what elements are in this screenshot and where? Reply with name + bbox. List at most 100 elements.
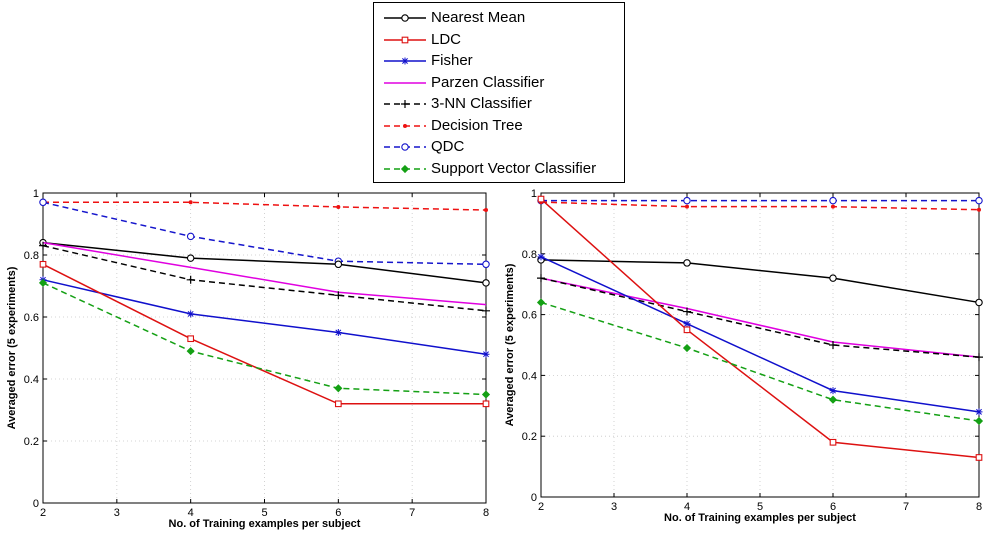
legend-marker-fisher xyxy=(401,57,409,65)
data-point-ldc xyxy=(683,326,691,334)
data-point-dtree xyxy=(336,204,341,209)
legend-swatch-fisher xyxy=(384,57,426,65)
ytick-label-right: 0 xyxy=(531,492,537,504)
data-point-dtree xyxy=(977,207,981,212)
data-point-nn3 xyxy=(334,291,343,300)
data-point-nn3 xyxy=(975,353,983,362)
data-point-dtree xyxy=(831,204,835,209)
series-svc-right xyxy=(536,298,984,426)
legend-marker-nn3 xyxy=(401,100,409,108)
legend-swatch-nearest_mean xyxy=(384,14,426,22)
legend-marker-qdc xyxy=(401,143,409,151)
data-point-nearest_mean xyxy=(186,254,195,262)
legend-marker-ldc xyxy=(401,36,409,43)
xtick-label-left: 4 xyxy=(188,507,194,519)
legend-swatch-qdc xyxy=(384,143,426,151)
data-point-fisher xyxy=(975,408,983,416)
series-line-svc xyxy=(540,301,980,422)
chart-right: 2 3 4 5 6 7 8 0 0.2 0.4 0.6 0.8 1 No. of Training exa… xyxy=(504,188,984,524)
series-qdc-right xyxy=(537,196,983,205)
ytick-label-left: 0.6 xyxy=(24,312,39,324)
series-line-nearest_mean xyxy=(540,259,980,304)
legend-label-fisher: Fisher xyxy=(431,52,473,69)
xtick-label-left: 5 xyxy=(261,507,267,519)
legend-label-dtree: Decision Tree xyxy=(431,116,523,134)
data-point-nearest_mean xyxy=(683,259,691,267)
data-point-svc xyxy=(682,343,692,353)
xtick-label-left: 7 xyxy=(409,507,415,519)
series-svc-left xyxy=(38,278,491,399)
ytick-label-left: 0.8 xyxy=(24,250,39,262)
data-point-nn3 xyxy=(829,341,837,349)
data-point-qdc xyxy=(829,196,837,205)
data-point-fisher xyxy=(187,310,195,318)
xtick-label-right: 2 xyxy=(538,501,544,513)
ytick-label-left: 0.4 xyxy=(24,374,39,386)
ytick-label-right: 0.4 xyxy=(522,370,537,382)
data-point-ldc xyxy=(975,454,983,461)
series-line-parzen xyxy=(540,277,980,358)
data-point-fisher xyxy=(482,350,490,358)
ytick-label-right: 1 xyxy=(531,188,537,200)
xtick-label-left: 8 xyxy=(483,507,489,519)
legend-swatch-ldc xyxy=(384,36,426,43)
xtick-label-right: 7 xyxy=(903,501,909,513)
data-point-qdc xyxy=(482,260,490,269)
series-line-nn3 xyxy=(42,244,487,312)
xtick-label-right: 5 xyxy=(757,501,763,513)
xtick-label-left: 2 xyxy=(40,507,46,519)
legend-label-parzen: Parzen Classifier xyxy=(431,73,545,91)
legend-swatch-parzen xyxy=(384,81,426,84)
series-line-dtree xyxy=(540,201,980,211)
data-point-fisher xyxy=(683,320,691,328)
data-point-fisher xyxy=(829,387,837,395)
data-point-nn3 xyxy=(537,274,545,283)
data-point-nn3 xyxy=(186,275,195,284)
data-point-svc xyxy=(974,416,984,426)
legend-label-nn3: 3-NN Classifier xyxy=(431,95,532,112)
data-point-svc xyxy=(334,384,343,393)
y-axis-label-left: Averaged error (5 experiments) xyxy=(6,266,18,429)
data-point-svc xyxy=(828,395,838,404)
series-line-nn3 xyxy=(540,277,980,358)
data-point-qdc xyxy=(39,198,47,207)
data-point-qdc xyxy=(186,232,195,241)
series-fisher-left xyxy=(39,276,490,358)
legend-label-ldc: LDC xyxy=(431,30,462,48)
xtick-label-right: 3 xyxy=(611,501,617,513)
data-point-dtree xyxy=(685,204,689,209)
ytick-label-right: 0.2 xyxy=(522,431,537,443)
series-line-svc xyxy=(42,282,487,396)
legend-label-qdc: QDC xyxy=(431,138,465,155)
ytick-label-left: 0.2 xyxy=(24,436,39,448)
series-parzen-left xyxy=(42,241,487,306)
data-point-qdc xyxy=(975,196,983,205)
legend-swatch-dtree xyxy=(384,123,426,128)
legend-label-svc: Support Vector Classifier xyxy=(431,159,597,177)
series-fisher-right xyxy=(537,253,983,416)
ytick-label-right: 0.6 xyxy=(522,310,537,322)
chart-legend: Nearest Mean LDC Fisher Parzen Classifier 3-… xyxy=(373,2,625,183)
series-line-parzen xyxy=(42,241,487,306)
data-point-ldc xyxy=(39,260,47,268)
series-line-fisher xyxy=(42,279,487,355)
x-axis-label-right: No. of Training examples per subject xyxy=(664,512,856,524)
data-point-svc xyxy=(38,278,48,287)
data-point-ldc xyxy=(187,335,195,343)
data-point-qdc xyxy=(683,196,691,205)
ytick-label-right: 0.8 xyxy=(522,249,537,261)
data-point-nn3 xyxy=(482,306,490,315)
y-axis-label-right: Averaged error (5 experiments) xyxy=(504,263,516,426)
xtick-label-right: 8 xyxy=(976,501,982,513)
data-point-dtree xyxy=(188,200,193,205)
data-point-dtree xyxy=(484,208,488,213)
legend-swatch-nn3 xyxy=(384,100,426,108)
series-nn3-left xyxy=(39,241,490,315)
grid-right xyxy=(540,192,980,498)
legend-marker-svc xyxy=(400,164,410,173)
ytick-label-left: 1 xyxy=(33,188,39,200)
legend-item-fisher: Fisher xyxy=(374,50,624,72)
legend-swatch-svc xyxy=(384,164,426,173)
series-line-dtree xyxy=(43,201,487,211)
series-line-nearest_mean xyxy=(42,241,487,284)
